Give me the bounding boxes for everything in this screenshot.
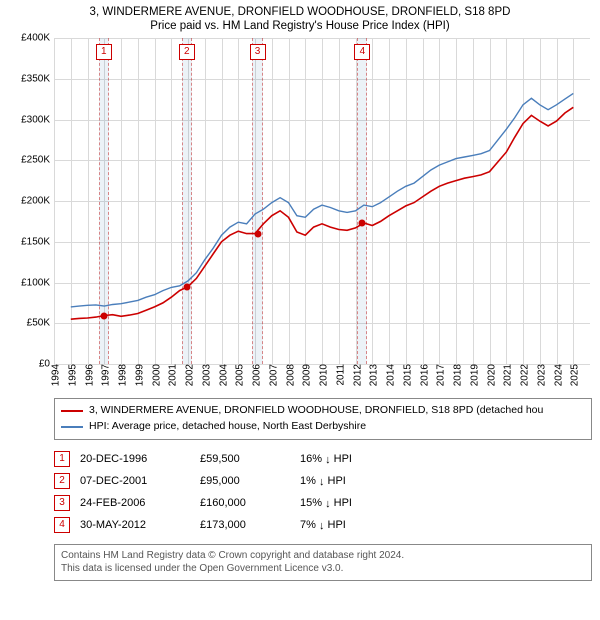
event-marker: 4 bbox=[54, 517, 70, 533]
x-tick-label: 1996 bbox=[80, 364, 95, 386]
x-tick-label: 2000 bbox=[147, 364, 162, 386]
legend-swatch bbox=[61, 426, 83, 428]
plot-region: £0£50K£100K£150K£200K£250K£300K£350K£400… bbox=[54, 38, 590, 364]
event-point bbox=[100, 312, 107, 319]
x-tick-label: 2017 bbox=[432, 364, 447, 386]
x-tick-label: 2008 bbox=[281, 364, 296, 386]
event-row: 1 20-DEC-1996£59,50016% ↓ HPI bbox=[54, 448, 362, 470]
x-tick-label: 2004 bbox=[214, 364, 229, 386]
event-price: £173,000 bbox=[200, 514, 300, 536]
events-table: 1 20-DEC-1996£59,50016% ↓ HPI 2 07-DEC-2001… bbox=[54, 448, 592, 536]
event-date: 07-DEC-2001 bbox=[80, 470, 200, 492]
legend-swatch bbox=[61, 410, 83, 412]
x-tick-label: 2002 bbox=[181, 364, 196, 386]
attribution-footer: Contains HM Land Registry data © Crown c… bbox=[54, 544, 592, 581]
x-tick-label: 2006 bbox=[248, 364, 263, 386]
x-tick-label: 2010 bbox=[315, 364, 330, 386]
x-tick-label: 2016 bbox=[415, 364, 430, 386]
chart-area: £0£50K£100K£150K£200K£250K£300K£350K£400… bbox=[8, 38, 592, 398]
legend-label: 3, WINDERMERE AVENUE, DRONFIELD WOODHOUS… bbox=[89, 403, 543, 419]
footer-line-2: This data is licensed under the Open Gov… bbox=[61, 562, 585, 576]
event-row: 2 07-DEC-2001£95,0001% ↓ HPI bbox=[54, 470, 362, 492]
event-marker: 1 bbox=[54, 451, 70, 467]
x-tick-label: 2007 bbox=[264, 364, 279, 386]
event-marker: 2 bbox=[54, 473, 70, 489]
y-tick-label: £100K bbox=[21, 277, 54, 288]
y-tick-label: £200K bbox=[21, 196, 54, 207]
event-row: 4 30-MAY-2012£173,0007% ↓ HPI bbox=[54, 514, 362, 536]
x-tick-label: 2012 bbox=[348, 364, 363, 386]
event-row: 3 24-FEB-2006£160,00015% ↓ HPI bbox=[54, 492, 362, 514]
x-tick-label: 2001 bbox=[164, 364, 179, 386]
event-point bbox=[359, 220, 366, 227]
legend-item: 3, WINDERMERE AVENUE, DRONFIELD WOODHOUS… bbox=[61, 403, 585, 419]
x-tick-label: 2014 bbox=[382, 364, 397, 386]
event-price: £160,000 bbox=[200, 492, 300, 514]
footer-line-1: Contains HM Land Registry data © Crown c… bbox=[61, 549, 585, 563]
event-point bbox=[254, 230, 261, 237]
y-tick-label: £150K bbox=[21, 236, 54, 247]
y-tick-label: £400K bbox=[21, 33, 54, 44]
x-tick-label: 2021 bbox=[499, 364, 514, 386]
x-tick-label: 2005 bbox=[231, 364, 246, 386]
y-tick-label: £50K bbox=[27, 318, 54, 329]
event-date: 24-FEB-2006 bbox=[80, 492, 200, 514]
x-tick-label: 2024 bbox=[549, 364, 564, 386]
title-line-2: Price paid vs. HM Land Registry's House … bbox=[8, 20, 592, 32]
series-line bbox=[71, 93, 574, 307]
x-tick-label: 2023 bbox=[532, 364, 547, 386]
x-tick-label: 2019 bbox=[465, 364, 480, 386]
event-compare: 7% ↓ HPI bbox=[300, 514, 362, 536]
x-tick-label: 2020 bbox=[482, 364, 497, 386]
chart-titles: 3, WINDERMERE AVENUE, DRONFIELD WOODHOUS… bbox=[8, 6, 592, 32]
x-tick-label: 2003 bbox=[197, 364, 212, 386]
x-tick-label: 2025 bbox=[566, 364, 581, 386]
x-tick-label: 1995 bbox=[63, 364, 78, 386]
legend-label: HPI: Average price, detached house, Nort… bbox=[89, 419, 366, 435]
x-tick-label: 2015 bbox=[398, 364, 413, 386]
event-date: 30-MAY-2012 bbox=[80, 514, 200, 536]
x-tick-label: 1994 bbox=[47, 364, 62, 386]
event-compare: 1% ↓ HPI bbox=[300, 470, 362, 492]
x-tick-label: 1999 bbox=[130, 364, 145, 386]
x-tick-label: 2022 bbox=[516, 364, 531, 386]
x-tick-label: 2013 bbox=[365, 364, 380, 386]
x-tick-label: 2018 bbox=[449, 364, 464, 386]
y-tick-label: £350K bbox=[21, 73, 54, 84]
legend-box: 3, WINDERMERE AVENUE, DRONFIELD WOODHOUS… bbox=[54, 398, 592, 440]
y-tick-label: £300K bbox=[21, 114, 54, 125]
title-line-1: 3, WINDERMERE AVENUE, DRONFIELD WOODHOUS… bbox=[8, 6, 592, 18]
x-tick-label: 1997 bbox=[97, 364, 112, 386]
x-tick-label: 1998 bbox=[114, 364, 129, 386]
event-date: 20-DEC-1996 bbox=[80, 448, 200, 470]
x-tick-label: 2011 bbox=[331, 364, 346, 386]
event-price: £95,000 bbox=[200, 470, 300, 492]
event-price: £59,500 bbox=[200, 448, 300, 470]
event-marker: 3 bbox=[54, 495, 70, 511]
y-tick-label: £250K bbox=[21, 155, 54, 166]
event-compare: 15% ↓ HPI bbox=[300, 492, 362, 514]
event-compare: 16% ↓ HPI bbox=[300, 448, 362, 470]
event-point bbox=[183, 283, 190, 290]
x-tick-label: 2009 bbox=[298, 364, 313, 386]
legend-item: HPI: Average price, detached house, Nort… bbox=[61, 419, 585, 435]
